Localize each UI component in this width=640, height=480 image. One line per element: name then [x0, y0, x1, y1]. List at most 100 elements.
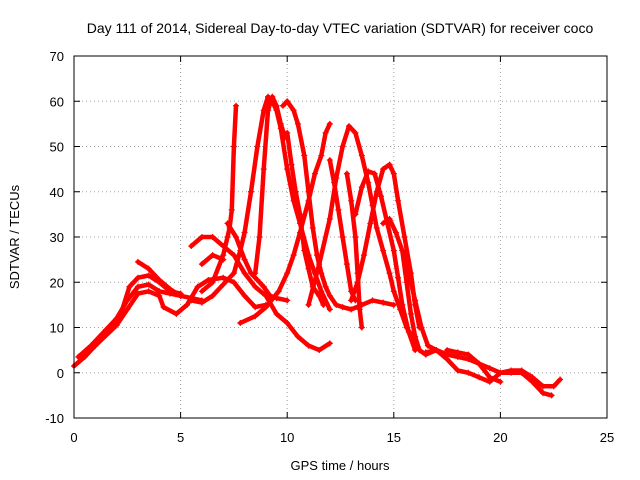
data-point — [529, 378, 536, 385]
series-track-21 — [422, 347, 555, 399]
data-point — [339, 234, 346, 240]
x-tick-label: 10 — [280, 430, 294, 445]
data-point — [326, 340, 333, 347]
data-point — [386, 215, 393, 222]
axis-ticks: 0 5 10 15 20 25 -10 0 10 20 30 40 50 60 70 — [45, 49, 614, 445]
data-point — [156, 276, 163, 283]
data-point — [412, 333, 419, 340]
data-point — [316, 347, 323, 354]
data-point — [241, 270, 248, 277]
data-point — [273, 310, 280, 317]
data-point — [269, 93, 276, 100]
series-line — [189, 234, 333, 353]
data-point — [233, 234, 240, 240]
data-point — [311, 170, 318, 177]
data-point — [465, 369, 472, 376]
data-point — [230, 270, 237, 277]
data-point — [335, 206, 342, 213]
data-point — [378, 193, 385, 200]
data-point — [401, 234, 408, 240]
data-point — [392, 229, 399, 236]
data-point — [294, 333, 301, 340]
data-point — [126, 283, 133, 290]
data-point — [322, 129, 329, 136]
data-point — [301, 247, 308, 254]
data-point — [220, 256, 227, 263]
data-point — [326, 157, 333, 164]
data-point — [403, 279, 410, 286]
data-point — [348, 297, 355, 304]
series-line — [380, 216, 450, 357]
data-point — [134, 258, 141, 265]
data-point — [247, 188, 254, 195]
series-track-3 — [92, 274, 269, 349]
data-point — [390, 247, 397, 254]
data-point — [198, 234, 205, 240]
data-point — [237, 319, 244, 326]
data-point — [369, 297, 376, 304]
series-track-22 — [444, 347, 504, 385]
data-point — [358, 324, 365, 331]
data-point — [365, 179, 372, 186]
data-point — [224, 220, 231, 227]
data-point — [373, 224, 380, 231]
data-point — [352, 129, 359, 136]
data-point — [309, 224, 316, 231]
series-track-15 — [326, 157, 359, 304]
data-point — [318, 152, 325, 159]
data-point — [292, 188, 299, 195]
x-tick-label: 20 — [493, 430, 507, 445]
data-point — [209, 292, 216, 299]
data-point — [405, 329, 412, 336]
data-point — [399, 301, 406, 308]
data-point — [316, 261, 323, 268]
data-point — [348, 306, 355, 313]
data-point — [422, 349, 429, 356]
data-point — [518, 369, 525, 376]
data-point — [198, 288, 205, 295]
data-point — [124, 306, 131, 313]
data-point — [550, 383, 557, 390]
data-point — [177, 292, 184, 299]
data-point — [380, 247, 387, 254]
data-point — [156, 292, 163, 299]
data-point — [183, 301, 190, 308]
data-point — [92, 342, 99, 349]
data-point — [188, 297, 195, 304]
data-point — [352, 211, 359, 218]
data-point — [380, 299, 387, 306]
data-point — [254, 276, 261, 283]
series-track-18 — [352, 168, 419, 354]
data-point — [380, 166, 387, 173]
series-line — [93, 275, 269, 348]
data-point — [418, 324, 425, 331]
data-point — [399, 247, 406, 254]
data-point — [305, 301, 312, 308]
x-axis-label: GPS time / hours — [291, 458, 390, 473]
data-point — [134, 283, 141, 290]
data-point — [476, 360, 483, 367]
data-point — [346, 123, 353, 130]
y-tick-label: 0 — [57, 366, 64, 381]
y-tick-label: 60 — [50, 94, 64, 109]
data-point — [444, 356, 451, 363]
data-point — [166, 286, 173, 293]
data-point — [365, 168, 372, 175]
data-point — [290, 252, 297, 259]
y-tick-label: 40 — [50, 185, 64, 200]
x-tick-label: 0 — [70, 430, 77, 445]
data-point — [209, 252, 216, 259]
data-point — [279, 102, 286, 109]
data-point — [326, 292, 333, 299]
series-track-4 — [134, 258, 184, 299]
data-point — [241, 229, 248, 236]
data-point — [548, 392, 555, 399]
data-point — [228, 206, 235, 213]
data-point — [188, 243, 195, 250]
data-point — [224, 234, 231, 240]
data-point — [395, 274, 402, 281]
data-point — [277, 120, 284, 127]
data-point — [134, 274, 141, 281]
data-point — [233, 102, 240, 109]
x-tick-label: 5 — [177, 430, 184, 445]
